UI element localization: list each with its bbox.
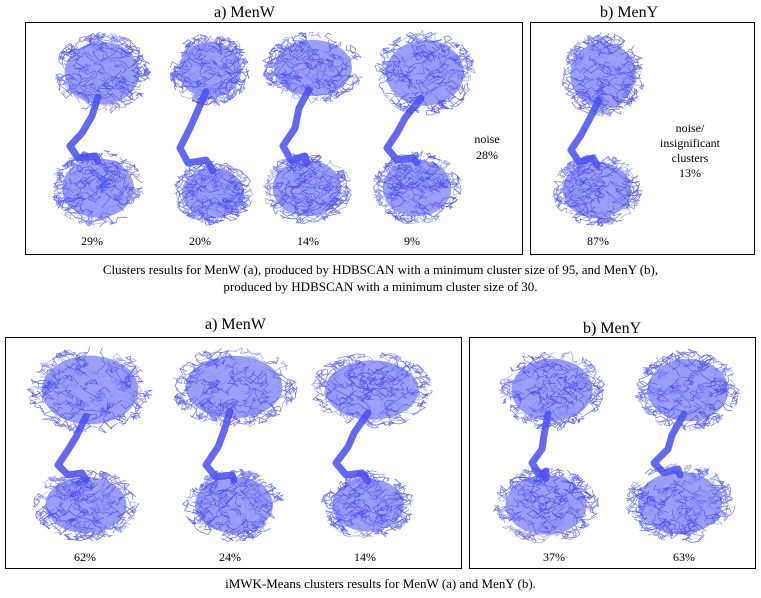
top-menw-title: a) MenW xyxy=(214,4,275,21)
bottom-menw-pct-2: 24% xyxy=(219,550,241,564)
top-menw-pct-2: 20% xyxy=(189,234,211,248)
top-meny-noise-line-4: 13% xyxy=(679,166,701,180)
top-caption-line-1: Clusters results for MenW (a), produced … xyxy=(102,262,659,277)
bottom-caption: iMWK-Means clusters results for MenW (a)… xyxy=(225,576,536,591)
bottom-menw-title: a) MenW xyxy=(205,316,266,333)
top-meny-noise-line-2: insignificant xyxy=(660,136,720,150)
bottom-menw-pct-3: 14% xyxy=(354,550,376,564)
top-meny-pct-1: 87% xyxy=(587,234,609,248)
top-meny-noise-line-1: noise/ xyxy=(675,121,705,135)
bottom-meny-pct-2: 63% xyxy=(673,550,695,564)
top-menw-noise-value: 28% xyxy=(476,148,498,162)
top-menw-structure-2 xyxy=(169,33,254,226)
top-meny-structure-1 xyxy=(552,31,644,228)
bottom-menw-structure-1 xyxy=(26,346,153,542)
bottom-meny-structure-2 xyxy=(625,348,740,543)
bottom-menw-structure-3 xyxy=(310,352,433,538)
bottom-meny-structure-1 xyxy=(492,351,606,544)
top-menw-pct-1: 29% xyxy=(81,234,103,248)
top-caption-line-2: produced by HDBSCAN with a minimum clust… xyxy=(223,279,538,294)
top-menw-noise-label: noise xyxy=(474,132,500,146)
bottom-menw-structure-2 xyxy=(172,347,298,543)
top-meny-panel xyxy=(530,22,755,255)
top-menw-structure-1 xyxy=(51,31,152,228)
top-menw-structure-4 xyxy=(372,29,476,224)
bottom-menw-pct-1: 62% xyxy=(74,550,96,564)
top-menw-structure-3 xyxy=(262,31,363,225)
bottom-meny-pct-1: 37% xyxy=(543,550,565,564)
top-menw-pct-3: 14% xyxy=(297,234,319,248)
bottom-meny-title: b) MenY xyxy=(583,320,642,337)
top-meny-title: b) MenY xyxy=(600,4,659,21)
top-menw-pct-4: 9% xyxy=(404,234,420,248)
top-meny-noise-line-3: clusters xyxy=(671,151,709,165)
